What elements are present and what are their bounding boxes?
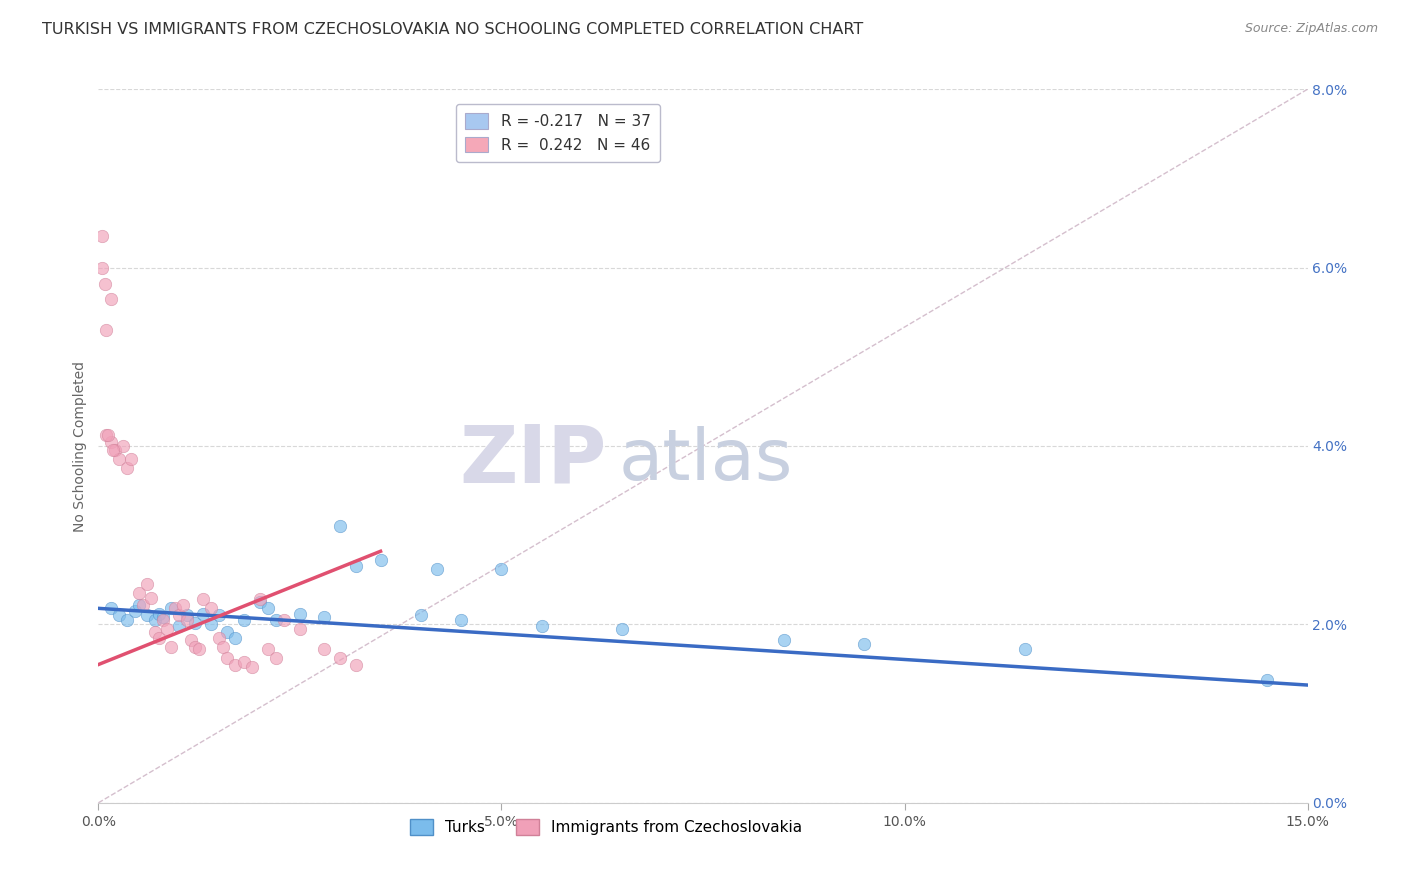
Point [249,595,271,609]
Point [148,607,170,621]
Point [94,277,117,291]
Point [288,607,311,621]
Y-axis label: No Schooling Completed: No Schooling Completed [73,360,87,532]
Point [772,633,794,648]
Point [132,598,155,612]
Point [135,608,157,623]
Point [100,601,122,615]
Point [160,640,183,654]
Point [139,591,162,605]
Point [188,642,211,657]
Point [101,443,124,458]
Point [152,610,174,624]
Legend: Turks, Immigrants from Czechoslovakia: Turks, Immigrants from Czechoslovakia [405,814,808,841]
Point [91,229,114,244]
Point [450,613,472,627]
Point [256,642,278,657]
Point [184,640,207,654]
Point [530,619,553,633]
Point [100,434,122,449]
Point [409,608,432,623]
Point [612,622,634,636]
Point [193,607,215,621]
Point [217,624,239,639]
Text: atlas: atlas [619,425,793,495]
Point [184,615,207,630]
Point [128,586,150,600]
Point [167,608,190,623]
Point [314,642,336,657]
Point [329,651,352,665]
Point [156,622,179,636]
Point [200,617,222,632]
Point [224,631,246,645]
Point [240,660,263,674]
Point [124,604,146,618]
Point [314,610,336,624]
Point [128,598,150,612]
Point [344,657,367,672]
Point [1256,673,1278,687]
Point [491,562,513,576]
Point [344,559,367,574]
Point [329,519,352,533]
Point [217,651,239,665]
Point [111,439,134,453]
Point [256,601,278,615]
Point [172,598,194,612]
Point [143,624,166,639]
Point [107,452,129,467]
Point [100,292,122,306]
Point [200,601,222,615]
Point [193,592,215,607]
Point [273,613,295,627]
Point [107,608,129,623]
Text: TURKISH VS IMMIGRANTS FROM CZECHOSLOVAKIA NO SCHOOLING COMPLETED CORRELATION CHA: TURKISH VS IMMIGRANTS FROM CZECHOSLOVAKI… [42,22,863,37]
Point [135,577,157,591]
Point [91,260,114,275]
Point [212,640,235,654]
Point [264,651,287,665]
Point [176,608,198,623]
Point [1014,642,1036,657]
Text: ZIP: ZIP [458,421,606,500]
Point [103,443,125,458]
Point [208,631,231,645]
Point [152,613,174,627]
Point [853,637,876,651]
Point [96,323,118,337]
Point [143,613,166,627]
Point [224,657,246,672]
Point [288,622,311,636]
Point [180,633,202,648]
Point [264,613,287,627]
Point [115,461,138,475]
Point [208,608,231,623]
Point [148,631,170,645]
Point [115,613,138,627]
Point [167,619,190,633]
Point [249,592,271,607]
Point [426,562,449,576]
Point [96,428,118,442]
Point [232,655,254,669]
Point [97,428,120,442]
Point [120,452,142,467]
Point [232,613,254,627]
Point [370,553,392,567]
Text: Source: ZipAtlas.com: Source: ZipAtlas.com [1244,22,1378,36]
Point [160,601,183,615]
Point [163,601,186,615]
Point [176,613,198,627]
